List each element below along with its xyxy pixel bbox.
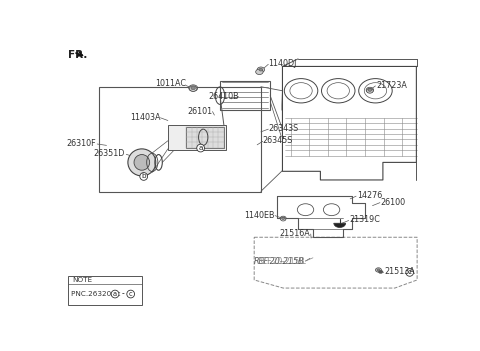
- Text: 26100: 26100: [381, 198, 406, 207]
- Circle shape: [281, 217, 286, 221]
- Text: 26310F: 26310F: [67, 139, 96, 148]
- Circle shape: [378, 270, 383, 273]
- Bar: [99, 87, 261, 192]
- Text: 26410B: 26410B: [208, 92, 239, 101]
- Text: 11403A: 11403A: [130, 113, 160, 122]
- Text: c: c: [408, 269, 412, 276]
- Circle shape: [257, 67, 264, 72]
- Text: 21319C: 21319C: [349, 216, 380, 224]
- Text: REF.20-215B: REF.20-215B: [257, 257, 305, 266]
- Circle shape: [375, 268, 382, 272]
- Circle shape: [259, 68, 263, 71]
- Circle shape: [366, 87, 373, 93]
- Text: 1140EB: 1140EB: [244, 211, 274, 220]
- Wedge shape: [334, 223, 346, 227]
- Text: a: a: [198, 145, 203, 151]
- Text: 21516A: 21516A: [279, 229, 310, 238]
- Text: 26343S: 26343S: [268, 124, 299, 133]
- Ellipse shape: [134, 154, 150, 170]
- Text: a: a: [113, 291, 117, 297]
- Text: 14276: 14276: [357, 191, 382, 200]
- Text: FR.: FR.: [68, 50, 87, 60]
- Text: c: c: [129, 291, 132, 297]
- Circle shape: [282, 217, 285, 219]
- Text: 1140DJ: 1140DJ: [268, 59, 297, 68]
- Bar: [186, 127, 224, 147]
- Circle shape: [367, 88, 373, 93]
- Circle shape: [280, 216, 286, 220]
- Text: NOTE: NOTE: [72, 277, 93, 283]
- Text: 26101: 26101: [187, 107, 213, 115]
- Text: -: -: [122, 290, 125, 299]
- Circle shape: [191, 86, 195, 90]
- Text: REF.20-215B: REF.20-215B: [254, 257, 305, 266]
- Circle shape: [368, 88, 372, 91]
- Bar: [220, 81, 270, 110]
- Circle shape: [189, 85, 198, 91]
- Circle shape: [377, 269, 380, 271]
- Bar: [168, 125, 226, 150]
- Text: PNC.26320A :: PNC.26320A :: [71, 291, 123, 297]
- Ellipse shape: [128, 149, 156, 176]
- Text: 21513A: 21513A: [384, 267, 415, 276]
- Text: 1011AC: 1011AC: [156, 79, 186, 88]
- Circle shape: [190, 86, 197, 91]
- Bar: [68, 277, 142, 305]
- Text: b: b: [142, 173, 146, 179]
- Text: 21723A: 21723A: [376, 81, 407, 90]
- Circle shape: [256, 69, 263, 74]
- Text: 26345S: 26345S: [263, 136, 293, 145]
- Text: 26351D: 26351D: [94, 149, 125, 158]
